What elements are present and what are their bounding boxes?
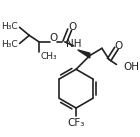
Text: NH: NH <box>66 39 81 49</box>
Text: O: O <box>49 33 58 43</box>
Text: O: O <box>115 41 123 51</box>
Text: CH₃: CH₃ <box>41 52 57 61</box>
Text: H₃C: H₃C <box>1 40 18 49</box>
Text: OH: OH <box>123 62 139 72</box>
Text: H₃C: H₃C <box>1 22 18 31</box>
Polygon shape <box>78 50 90 58</box>
Text: CF₃: CF₃ <box>67 118 85 128</box>
Text: O: O <box>68 22 76 32</box>
